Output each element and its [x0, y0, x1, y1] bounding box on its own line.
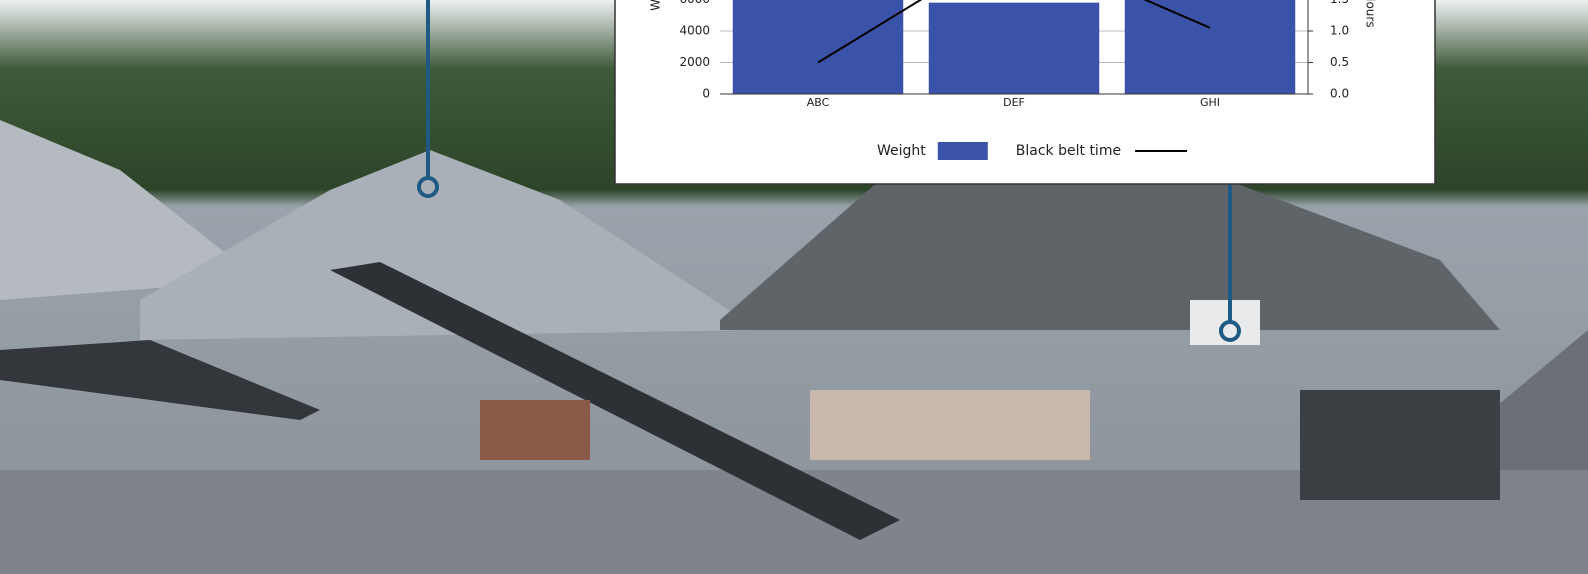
building — [810, 390, 1090, 460]
y-tick-label: 6000 — [679, 0, 710, 6]
y2-axis-label: Hours — [1364, 0, 1378, 28]
crusher — [1300, 390, 1500, 500]
y2-tick-label: 0.0 — [1330, 87, 1349, 101]
hopper — [480, 400, 590, 460]
y-tick-label: 2000 — [679, 55, 710, 69]
bar — [1124, 0, 1296, 94]
legend-swatch — [937, 142, 988, 160]
bar — [732, 0, 904, 94]
gravel-pile — [0, 120, 260, 300]
y2-tick-label: 0.5 — [1330, 55, 1349, 69]
x-tick-label: GHI — [1200, 96, 1220, 109]
y-tick-label: 4000 — [679, 24, 710, 38]
legend-label: Weight — [877, 143, 926, 159]
gravel-pile — [140, 150, 760, 340]
legend-label: Black belt time — [1016, 143, 1121, 159]
x-tick-label: ABC — [807, 96, 830, 109]
chart: Weight Hours 020004000600080000.00.51.01… — [649, 0, 1378, 160]
line — [817, 0, 1211, 64]
conveyor — [330, 262, 900, 540]
y-tick-label: 0 — [702, 87, 710, 101]
y2-tick-label: 1.5 — [1330, 0, 1349, 6]
rock-face — [720, 170, 1500, 330]
bar — [928, 2, 1100, 94]
y2-tick-label: 1.0 — [1330, 24, 1349, 38]
conveyor — [0, 340, 320, 420]
callout-marker — [417, 176, 439, 198]
y-axis-label: Weight — [649, 0, 663, 11]
x-tick-label: DEF — [1003, 96, 1025, 109]
callout-marker — [1219, 320, 1241, 342]
